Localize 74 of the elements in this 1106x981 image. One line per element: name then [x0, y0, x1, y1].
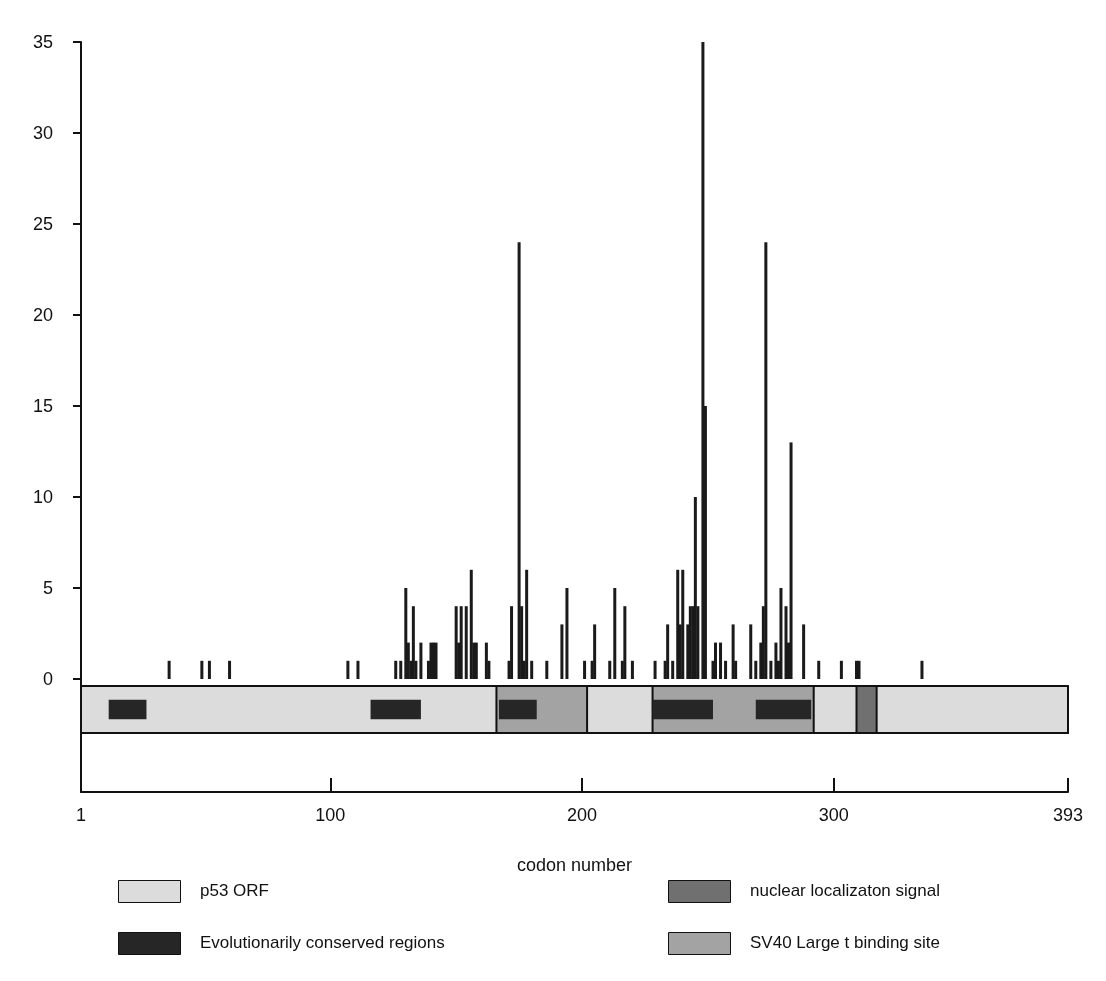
- bar: [419, 642, 423, 679]
- bar: [108, 699, 147, 720]
- y-tick-label: 35: [32, 32, 53, 52]
- y-tick-label: 30: [32, 123, 53, 143]
- y-tick-label: 15: [32, 396, 53, 416]
- bar: [356, 660, 360, 679]
- bar: [630, 660, 634, 679]
- y-tick-label: 10: [32, 487, 53, 507]
- x-tick-label: 200: [567, 805, 598, 825]
- legend-label: nuclear localizaton signal: [750, 881, 940, 900]
- bar: [774, 642, 778, 679]
- bar: [653, 660, 657, 679]
- bar: [714, 642, 717, 679]
- x-axis-title: codon number: [516, 855, 633, 875]
- bar: [749, 624, 753, 679]
- bar: [769, 660, 773, 679]
- bar: [623, 606, 627, 679]
- bar: [817, 660, 821, 679]
- y-tick-label: 5: [42, 578, 53, 598]
- bar: [459, 606, 463, 679]
- bar: [652, 699, 713, 720]
- y-tick-label: 0: [42, 669, 53, 689]
- bar: [370, 699, 421, 720]
- bar: [855, 660, 858, 679]
- bar: [593, 624, 597, 679]
- x-tick-label: 1: [75, 805, 87, 825]
- bar: [719, 642, 723, 679]
- bar: [839, 660, 843, 679]
- bar: [510, 606, 514, 679]
- bar: [530, 660, 534, 679]
- bar: [525, 569, 529, 679]
- bar: [779, 588, 783, 679]
- bar: [731, 624, 735, 679]
- bar: [498, 699, 537, 720]
- bar: [920, 660, 924, 679]
- bar: [228, 660, 232, 679]
- x-tick-label: 393: [1052, 805, 1084, 825]
- bar: [434, 642, 438, 679]
- bar: [724, 660, 728, 679]
- x-tick-label: 300: [818, 805, 849, 825]
- y-tick-label: 25: [32, 214, 53, 234]
- bar: [411, 606, 415, 679]
- bar: [754, 660, 758, 679]
- bar: [764, 242, 768, 679]
- bar: [394, 660, 398, 679]
- y-tick-label: 20: [32, 305, 53, 325]
- bar: [399, 660, 403, 679]
- x-tick-label: 100: [315, 805, 346, 825]
- legend-label: Evolutionarily conserved regions: [200, 933, 445, 952]
- bar: [167, 660, 171, 679]
- bar: [517, 242, 521, 679]
- bar: [613, 588, 617, 679]
- bar: [608, 660, 612, 679]
- bar: [789, 442, 793, 679]
- bar: [676, 569, 680, 679]
- bar: [755, 699, 812, 720]
- bar: [857, 660, 861, 679]
- legend-label: SV40 Large t binding site: [750, 933, 940, 952]
- bar: [404, 588, 408, 679]
- bar: [464, 606, 468, 679]
- legend-label: p53 ORF: [200, 881, 269, 900]
- bar: [560, 624, 564, 679]
- bar: [681, 569, 685, 679]
- bar: [545, 660, 549, 679]
- bar: [207, 660, 211, 679]
- bar: [802, 624, 806, 679]
- bar: [429, 642, 433, 679]
- bar: [200, 660, 204, 679]
- bar: [701, 42, 705, 679]
- bar: [565, 588, 569, 679]
- bar: [346, 660, 350, 679]
- bar: [666, 624, 670, 679]
- bar: [583, 660, 587, 679]
- bar: [671, 660, 675, 679]
